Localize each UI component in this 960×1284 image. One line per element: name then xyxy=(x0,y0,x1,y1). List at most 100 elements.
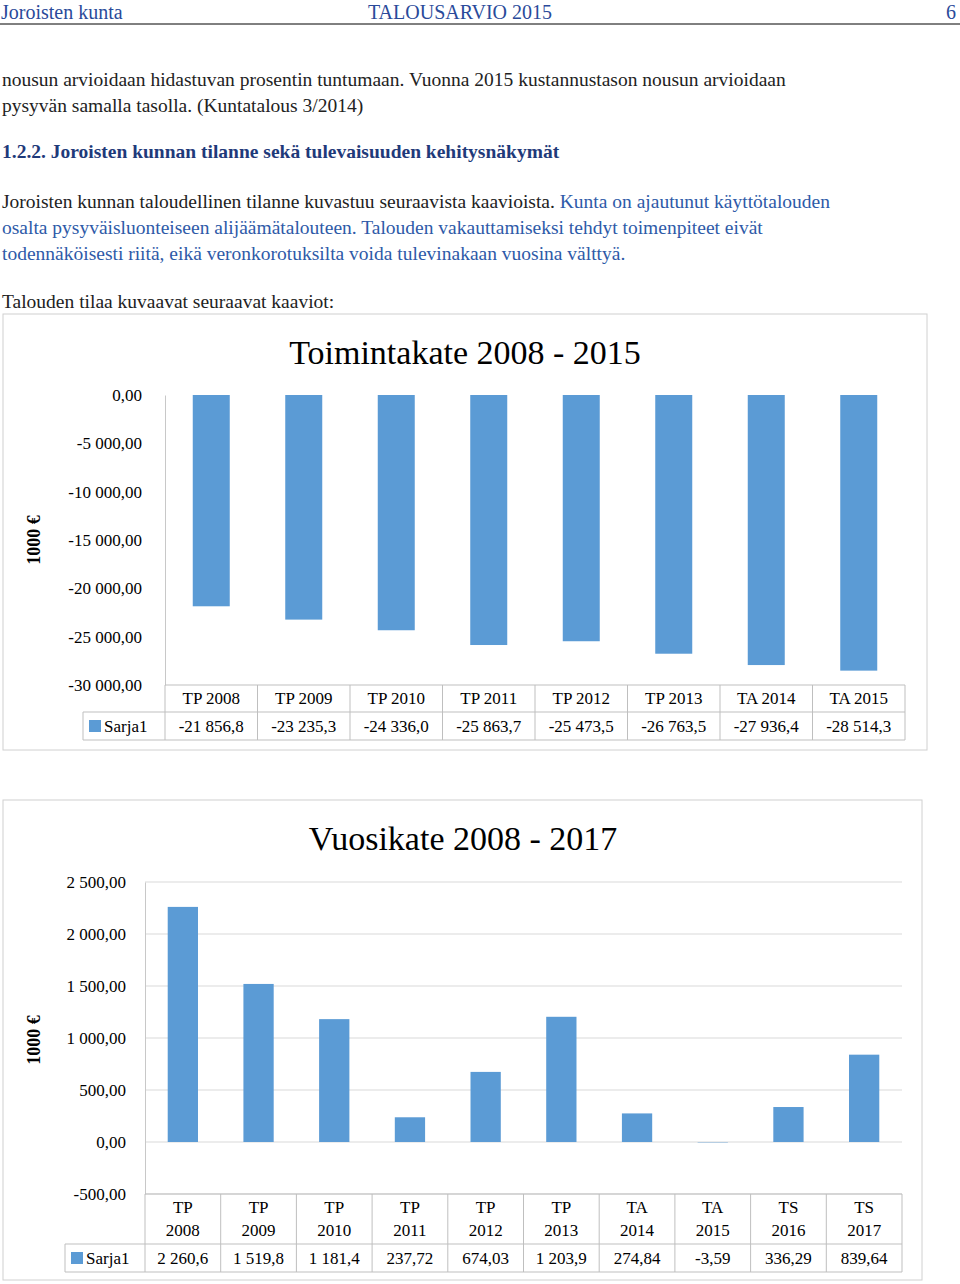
bar xyxy=(655,395,692,654)
y-tick-label: -15 000,00 xyxy=(68,531,142,550)
category-label: TP 2011 xyxy=(460,689,517,708)
category-label: TA 2014 xyxy=(737,689,796,708)
value-label: 674,03 xyxy=(462,1249,509,1268)
value-label: 237,72 xyxy=(387,1249,434,1268)
table-rule xyxy=(350,685,351,740)
category-label: TA2014 xyxy=(620,1198,655,1240)
bars xyxy=(168,907,880,1142)
category-label: TA 2015 xyxy=(829,689,888,708)
table-rule xyxy=(165,685,166,740)
bar xyxy=(168,907,198,1142)
category-label: TP2009 xyxy=(242,1198,276,1240)
text-segment: osalta pysyväisluonteiseen alijäämätalou… xyxy=(2,217,763,238)
header-page: 6 xyxy=(946,1,956,23)
bar xyxy=(748,395,785,665)
category-label-part: 2013 xyxy=(544,1221,578,1240)
y-tick-label: 1 500,00 xyxy=(67,977,127,996)
chart-title: Toimintakate 2008 - 2015 xyxy=(289,334,641,371)
category-label: TA 2015 xyxy=(696,1198,730,1240)
y-tick-label: 2 500,00 xyxy=(67,873,127,892)
bar xyxy=(773,1107,803,1142)
header-left: Joroisten kunta xyxy=(1,1,123,23)
bar xyxy=(193,395,230,606)
table-rule xyxy=(523,1194,524,1272)
table-rule xyxy=(372,1194,373,1272)
value-label: 2 260,6 xyxy=(157,1249,208,1268)
category-label-part: 2008 xyxy=(166,1221,200,1240)
data-table: TP2008TP2009TP2010TP2011TP2012TP2013TA20… xyxy=(65,1194,902,1272)
value-label: 1 203,9 xyxy=(536,1249,587,1268)
category-label-part: 2015 xyxy=(696,1221,730,1240)
table-rule xyxy=(83,712,84,740)
table-rule xyxy=(257,685,258,740)
category-label: TP 2009 xyxy=(275,689,332,708)
category-label-part: TP xyxy=(476,1198,496,1217)
table-rule xyxy=(145,1194,146,1272)
category-label-part: TP xyxy=(551,1198,571,1217)
text-segment: Joroisten kunnan taloudellinen tilanne k… xyxy=(2,191,560,212)
y-tick: -15 000,00 xyxy=(68,531,165,550)
category-label-part: TA xyxy=(702,1198,724,1217)
y-tick: -10 000,00 xyxy=(68,483,165,502)
legend-label: Sarja1 xyxy=(104,717,147,736)
bar xyxy=(840,395,877,671)
bar xyxy=(395,1117,425,1142)
table-rule xyxy=(826,1194,827,1272)
bar xyxy=(471,1072,501,1142)
table-rule xyxy=(83,740,905,741)
category-label: TS2016 xyxy=(771,1198,805,1240)
table-rule xyxy=(599,1194,600,1272)
bar xyxy=(546,1017,576,1142)
category-label-part: TS xyxy=(854,1198,874,1217)
text-line: todennäköisesti riitä, eikä veronkorotuk… xyxy=(2,243,625,264)
category-label-part: TP xyxy=(173,1198,193,1217)
legend-key xyxy=(89,720,101,732)
category-label: TP 2010 xyxy=(368,689,425,708)
bar xyxy=(243,984,273,1142)
y-tick-label: -25 000,00 xyxy=(68,628,142,647)
table-rule xyxy=(750,1194,751,1272)
category-label-part: 2016 xyxy=(771,1221,805,1240)
y-tick-label: -500,00 xyxy=(74,1185,126,1204)
bar xyxy=(849,1055,879,1142)
bars xyxy=(193,395,878,671)
y-tick: 2 000,00 xyxy=(67,925,146,944)
table-rule xyxy=(674,1194,675,1272)
grid xyxy=(145,882,902,1194)
bar xyxy=(285,395,322,620)
legend-label: Sarja1 xyxy=(86,1249,129,1268)
chart-title: Vuosikate 2008 - 2017 xyxy=(309,820,618,857)
bar xyxy=(563,395,600,641)
header-center: TALOUSARVIO 2015 xyxy=(368,1,552,23)
chart: Toimintakate 2008 - 20151000 €0,00-5 000… xyxy=(3,314,927,750)
category-label-part: 2012 xyxy=(469,1221,503,1240)
bar xyxy=(698,1142,728,1143)
text-line: osalta pysyväisluonteiseen alijäämätalou… xyxy=(2,217,763,238)
y-tick-label: -30 000,00 xyxy=(68,676,142,695)
header-rule xyxy=(0,24,960,25)
text-segment: nousun arvioidaan hidastuvan prosentin t… xyxy=(2,69,786,90)
category-label-part: TP xyxy=(324,1198,344,1217)
table-rule xyxy=(905,685,906,740)
y-tick-label: -20 000,00 xyxy=(68,579,142,598)
chart-frame xyxy=(3,314,927,750)
y-axis: 2 500,002 000,001 500,001 000,00500,000,… xyxy=(67,873,146,1204)
table-rule xyxy=(220,1194,221,1272)
y-tick: 500,00 xyxy=(79,1081,145,1100)
value-label: 336,29 xyxy=(765,1249,812,1268)
text-line: pysyvän samalla tasolla. (Kuntatalous 3/… xyxy=(2,95,363,117)
y-tick: 0,00 xyxy=(112,386,165,405)
y-tick-label: 2 000,00 xyxy=(67,925,127,944)
value-label: -24 336,0 xyxy=(364,717,429,736)
y-tick-label: -10 000,00 xyxy=(68,483,142,502)
category-label-part: 2010 xyxy=(317,1221,351,1240)
y-axis-line xyxy=(145,883,146,1195)
value-label: -25 473,5 xyxy=(549,717,614,736)
category-label-part: 2009 xyxy=(242,1221,276,1240)
y-tick-label: 0,00 xyxy=(112,386,142,405)
value-label: -23 235,3 xyxy=(271,717,336,736)
y-tick-label: -5 000,00 xyxy=(77,434,142,453)
category-label: TP2011 xyxy=(393,1198,426,1240)
table-rule xyxy=(720,685,721,740)
value-label: -21 856,8 xyxy=(179,717,244,736)
